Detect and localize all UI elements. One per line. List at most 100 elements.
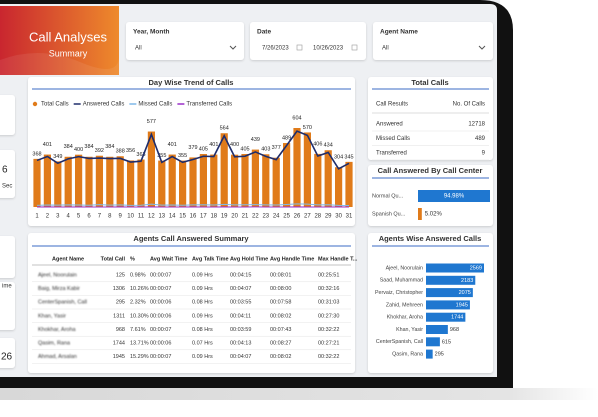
bar (137, 159, 145, 207)
legend-marker (32, 101, 38, 107)
cell: 13.71% (130, 340, 149, 346)
column-header: Call Results (376, 102, 408, 108)
cell: 00:00:06 (150, 313, 171, 319)
bar (220, 133, 228, 207)
cell: 00:32:22 (318, 327, 339, 333)
bar (262, 154, 270, 207)
cell: CenterSpanish, Call (38, 300, 87, 306)
data-label: 401 (209, 142, 218, 148)
x-tick-label: 23 (262, 214, 269, 220)
filter-box[interactable] (373, 22, 493, 60)
column-header: % (130, 256, 135, 262)
side-card-label: Sec (2, 184, 12, 190)
data-label: 295 (435, 352, 444, 358)
bar (231, 154, 239, 207)
cell: Qasim, Rana (38, 340, 71, 346)
cell: 00:31:03 (318, 300, 339, 306)
bar (158, 160, 166, 207)
category-label: Khokhar, Aroha (387, 315, 423, 321)
bar (426, 325, 448, 334)
x-tick-label: 24 (273, 214, 280, 220)
category-label: Ajeel, Noorulain (386, 265, 423, 271)
total-calls-table: Call Results No. Of Calls Answered 12718 Mis… (372, 102, 489, 161)
legend-label: Answered Calls (83, 102, 125, 108)
category-label: Qasim, Rana (392, 352, 423, 358)
bar (251, 149, 259, 207)
side-card-value: 6 (2, 165, 8, 176)
x-tick-label: 18 (210, 214, 217, 220)
bar (418, 190, 490, 202)
bar (426, 275, 476, 285)
filter-year-month[interactable]: Year, Month All (126, 22, 244, 60)
calendar-icon[interactable] (296, 44, 303, 51)
filter-box[interactable] (250, 22, 366, 60)
data-label: 384 (105, 144, 114, 150)
x-tick-label: 17 (200, 214, 207, 220)
cell: 1744 (113, 340, 125, 346)
x-tick-label: 15 (179, 214, 186, 220)
cell: 10.30% (130, 313, 149, 319)
cell: 12718 (468, 122, 485, 128)
category-label: Spanish Qu... (372, 211, 406, 217)
category-label: CenterSpanish, Call (376, 339, 423, 345)
cell: 1311 (113, 313, 125, 319)
data-label: 403 (261, 147, 270, 153)
data-label: 405 (240, 146, 249, 152)
chevron (229, 45, 237, 50)
data-label: 356 (126, 148, 135, 154)
x-tick-label: 14 (169, 214, 176, 220)
x-tick-label: 12 (148, 214, 155, 220)
bar (426, 337, 440, 347)
cell: Khokhar, Aroha (38, 327, 77, 333)
bar (64, 156, 72, 207)
bar (147, 131, 155, 207)
x-tick-label: 6 (87, 214, 91, 220)
date-from[interactable]: 7/26/2023 (262, 46, 289, 52)
bar (314, 153, 322, 207)
header-title: Call Analyses (29, 29, 108, 44)
bar (335, 167, 343, 207)
filter-agent[interactable]: Agent Name All (373, 22, 493, 60)
data-label: 368 (32, 151, 41, 157)
cell: 00:08:02 (270, 313, 291, 319)
column-header: Avg Wait Time (150, 256, 187, 262)
chart-title: Day Wise Trend of Calls (149, 78, 234, 87)
bar (127, 160, 135, 207)
filter-label: Year, Month (133, 29, 170, 36)
cell: 00:03:55 (230, 300, 251, 306)
cell: Ajeel, Noorulain (38, 272, 77, 278)
cell: 00:32:22 (318, 354, 339, 360)
filter-value: All (135, 46, 142, 52)
cell: 15.29% (130, 354, 149, 360)
side-card (0, 338, 15, 368)
data-label: 94.98% (444, 194, 465, 200)
cell: Transferred (376, 151, 407, 157)
x-tick-label: 5 (77, 214, 81, 220)
x-tick-label: 8 (108, 214, 112, 220)
date-to[interactable]: 10/26/2023 (313, 46, 344, 52)
cell: 0.09 Hrs (192, 286, 213, 292)
filter-date[interactable]: Date 7/26/2023 10/26/2023 (250, 22, 366, 60)
bar (106, 156, 114, 207)
calendar-icon[interactable] (351, 44, 358, 51)
side-cards: 6 Sec ime 26 (0, 95, 15, 368)
filter-label: Date (257, 29, 271, 36)
panel-title: Agents Call Answered Summary (133, 234, 249, 243)
bar (324, 150, 332, 207)
laptop-base (0, 388, 598, 400)
cell: 00:04:11 (230, 313, 251, 319)
cell: Missed Calls (376, 136, 410, 142)
header-banner (0, 6, 119, 75)
cell: Khan, Yasir (38, 313, 66, 319)
x-tick-label: 29 (325, 214, 332, 220)
data-label: 489 (282, 135, 291, 141)
filter-box[interactable] (126, 22, 244, 60)
data-label: 5.02% (425, 212, 443, 218)
data-label: 570 (303, 125, 312, 131)
x-tick-label: 13 (158, 214, 165, 220)
data-label: 2183 (461, 278, 473, 284)
chevron (478, 45, 486, 50)
cell: 00:08:02 (270, 354, 291, 360)
bar (418, 208, 422, 220)
line-series (36, 203, 350, 207)
